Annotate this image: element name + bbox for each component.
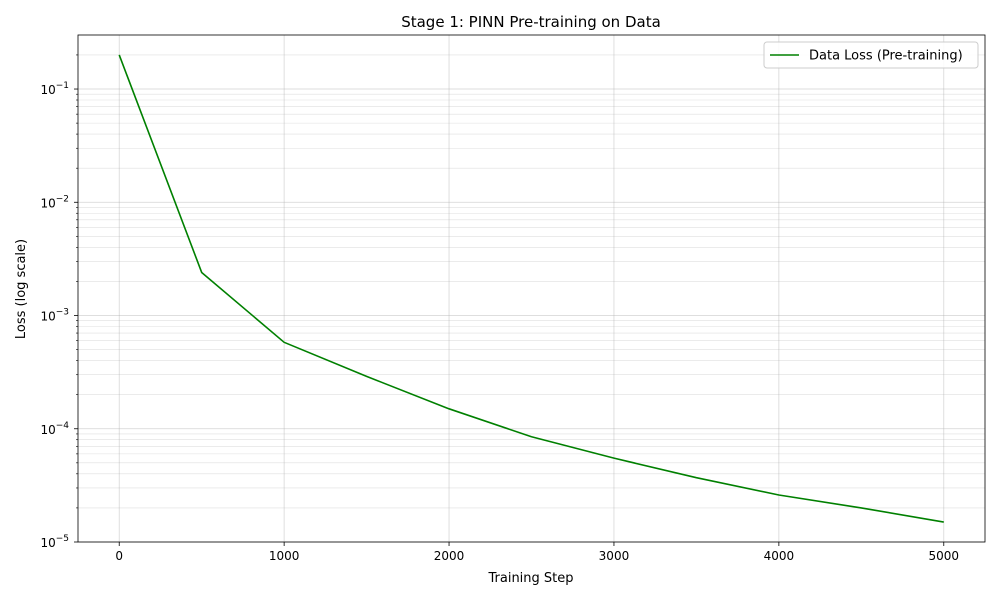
series-layer bbox=[118, 54, 944, 523]
x-axis: 0 1000 2000 3000 4000 5000 bbox=[115, 542, 959, 563]
y-tick-label: 10−2 bbox=[40, 194, 69, 210]
x-tick-label: 5000 bbox=[928, 549, 959, 563]
legend-label-data-loss: Data Loss (Pre-training) bbox=[809, 49, 963, 64]
plot-area-frame bbox=[77, 34, 986, 543]
legend-box bbox=[763, 41, 979, 69]
legend: Data Loss (Pre-training) bbox=[763, 41, 979, 69]
grid bbox=[78, 35, 985, 543]
y-tick-label: 10−4 bbox=[40, 421, 69, 437]
x-tick-label: 1000 bbox=[269, 549, 300, 563]
y-tick-label: 10−5 bbox=[40, 534, 69, 550]
y-axis-title: Loss (log scale) bbox=[14, 239, 29, 339]
y-axis: 10−5 10−4 10−3 10−2 10−1 bbox=[40, 54, 78, 550]
x-tick-label: 4000 bbox=[764, 549, 795, 563]
x-axis-title: Training Step bbox=[487, 571, 573, 586]
chart-title: Stage 1: PINN Pre-training on Data bbox=[401, 13, 661, 31]
series-line-data-loss bbox=[118, 54, 944, 523]
y-tick-label: 10−3 bbox=[40, 308, 69, 324]
x-tick-label: 3000 bbox=[599, 549, 630, 563]
y-tick-label: 10−1 bbox=[40, 81, 69, 97]
x-tick-label: 2000 bbox=[434, 549, 465, 563]
x-tick-label: 0 bbox=[115, 549, 123, 563]
